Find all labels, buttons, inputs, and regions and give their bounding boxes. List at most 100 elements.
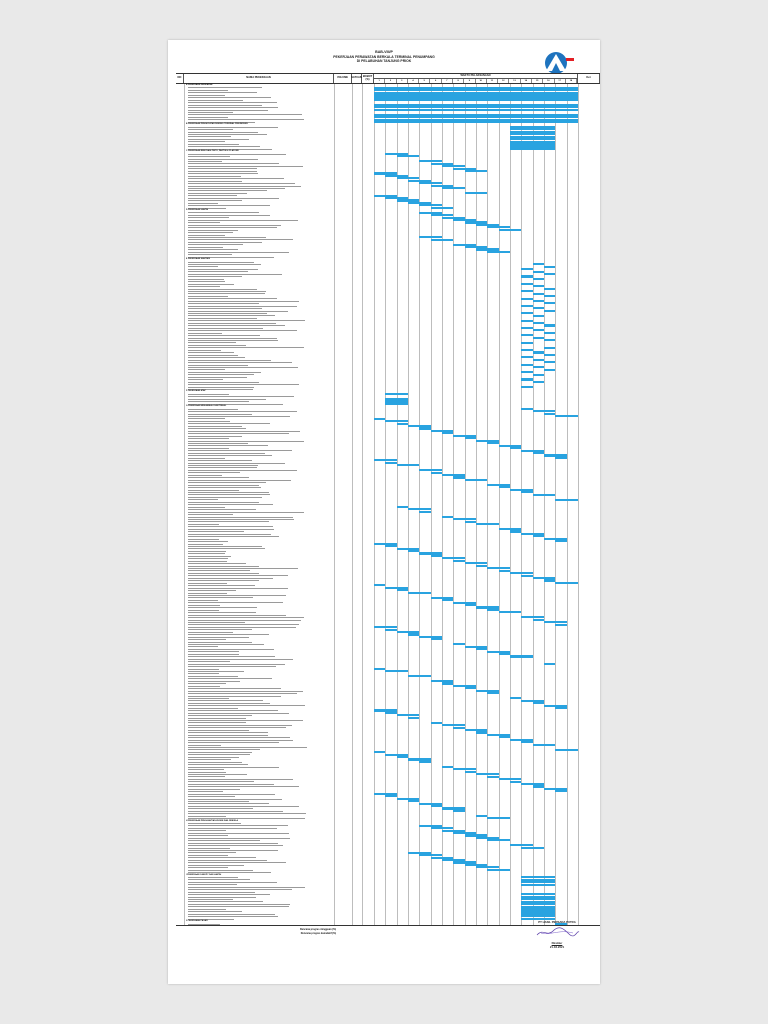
row-text-line [188,379,223,380]
row-text-line [188,565,259,567]
row-text-line [188,717,246,719]
row-text-line [188,376,247,378]
schedule-bar [532,307,544,310]
row-text-line [188,276,242,277]
row-text-line [188,673,219,674]
table-row [176,206,600,209]
row-text-line [188,739,293,741]
row-text-line [188,666,276,667]
row-text-line [188,254,232,255]
table-row [176,684,600,687]
row-text-line [188,523,219,525]
row-text-line [188,320,305,321]
table-row [176,618,600,621]
doc-subtitle-2: DI PELABUHAN TANJUNG PRIOK [356,59,412,63]
schedule-bar [510,145,556,148]
schedule-bar [544,537,567,540]
table-row [176,483,600,486]
table-row [176,807,600,810]
header-satuan: SATUAN [351,74,362,83]
schedule-bar [374,86,578,89]
schedule-bar [374,459,397,462]
table-row [176,653,600,656]
table-row [176,689,600,692]
schedule-bar [532,314,544,317]
table-row [176,677,600,679]
schedule-bar [464,863,488,866]
row-text-line [188,212,259,213]
row-text-line [188,913,275,915]
table-row [176,261,600,263]
table-row [176,417,600,420]
table-header: NO NAMA PEKERJAAN VOLUME SATUAN BOBOT (%… [176,73,600,84]
schedule-bar [487,442,499,445]
schedule-bar [521,574,533,577]
schedule-bar [385,545,397,548]
table-row [176,434,600,437]
row-text-line [188,761,242,763]
row-text-line [188,769,224,770]
row-text-line [188,362,292,363]
schedule-bar [385,174,408,177]
row-text-line [188,234,225,236]
row-text-line [188,398,266,400]
table-row [176,856,600,859]
row-text-line [188,876,238,878]
table-row [176,665,600,667]
table-row [176,437,600,440]
table-row [176,876,600,879]
row-text-line [188,148,272,150]
row-text-line [188,901,263,902]
row-text-line [188,742,279,743]
row-text-line [188,744,221,746]
row-text-line [188,648,274,650]
table-row [176,756,600,759]
doc-title: BAB-VIII/P [375,50,393,54]
row-text-line [188,528,274,530]
row-text-line [188,818,305,819]
section-title: B PEKERJAAN PENGECATAN DINDING TERMINAL … [186,123,248,126]
schedule-bar [430,805,442,808]
row-text-line [188,805,299,807]
table-row [176,120,600,124]
row-text-line [188,798,282,799]
row-text-line [188,183,295,184]
table-row [176,331,600,334]
row-text-line [188,477,249,478]
schedule-bar [487,608,499,611]
schedule-bar [430,596,454,599]
table-row [176,135,600,138]
table-row [176,616,600,619]
week-number-7: 7 [442,79,453,83]
row-text-line [188,558,228,559]
schedule-bar [374,118,578,121]
schedule-bar [453,476,465,479]
table-row [176,302,600,305]
row-text-line [188,452,265,454]
schedule-bar [442,765,454,768]
footer-weekly-label: Rencana progres mingguan (%) [300,928,336,931]
grid-line [532,84,534,925]
schedule-bar [476,248,499,251]
schedule-bar [453,726,465,729]
table-row [176,143,600,146]
schedule-bar [419,160,442,163]
schedule-bar [464,246,488,249]
table-row [176,854,600,857]
table-row [176,451,600,455]
table-row [176,312,600,315]
schedule-bar [521,616,544,619]
row-text-line [188,656,275,657]
row-text-line [188,313,267,314]
table-row [176,559,600,562]
grid-line [396,84,398,925]
row-text-line [188,771,226,773]
table-row [176,601,600,604]
schedule-bar [521,878,556,881]
schedule-bar [408,508,431,511]
table-row [176,729,600,732]
table-row [176,709,600,712]
table-row [176,147,600,151]
row-text-line [188,261,254,263]
row-text-line [188,440,304,442]
